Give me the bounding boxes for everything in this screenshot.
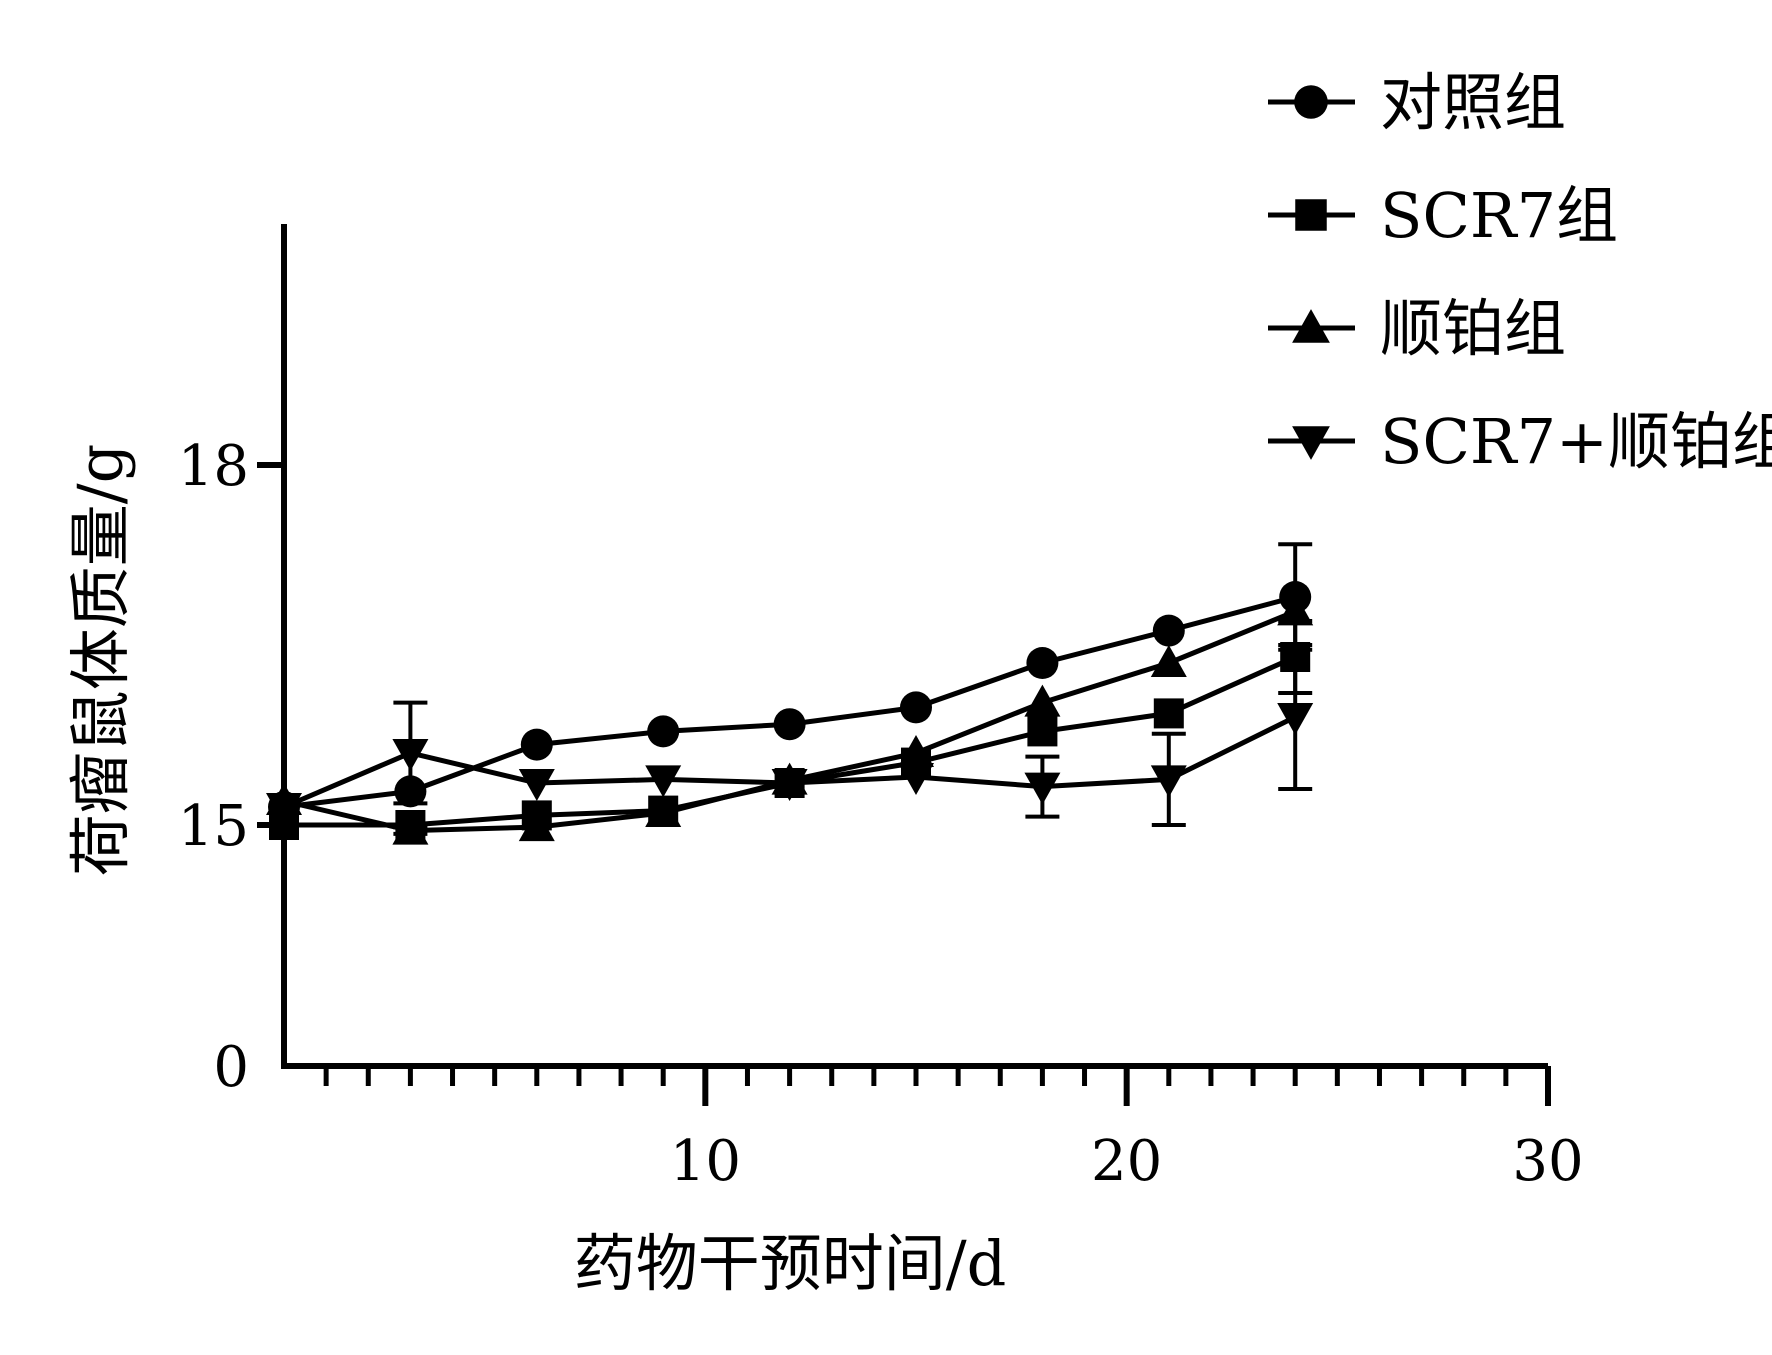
legend-marker [1292,309,1330,343]
y-tick-label: 0 [213,1035,249,1100]
axes: 10 20 30 0 15 18 [178,224,1584,1194]
x-tick-label: 30 [1512,1129,1583,1194]
legend-marker [1292,426,1330,460]
legend-label: SCR7组 [1380,179,1618,252]
y-tick-label: 15 [178,794,249,859]
legend-item: 对照组 [1268,66,1566,139]
legend-label: 顺铂组 [1380,292,1566,365]
legend-label: 对照组 [1380,66,1566,139]
legend-marker [1294,85,1328,119]
legend-marker [1295,199,1327,231]
data-point [645,765,682,798]
data-point [773,708,806,741]
data-point [1026,647,1059,679]
data-point [1150,645,1187,677]
data-point [1152,614,1185,647]
data-point [1277,703,1314,735]
data-point [518,809,555,842]
data-point [1027,716,1058,747]
x-tick-label: 10 [670,1129,741,1194]
legend-item: SCR7+顺铂组 [1268,405,1772,478]
data-point [392,739,429,771]
data-point [647,715,680,748]
data-point [266,793,302,825]
data-point [900,691,932,724]
data-point [1024,684,1061,717]
legend-item: SCR7组 [1268,179,1618,252]
series-4 [266,643,1314,827]
data-point [518,769,555,801]
data-point [392,812,429,845]
series-layer [266,542,1314,845]
data-point [771,769,808,801]
x-tick-label: 20 [1091,1129,1162,1194]
y-tick-label: 18 [178,434,249,499]
data-point [1277,593,1314,626]
data-point [898,735,934,767]
data-point [1150,765,1187,798]
y-axis-label: 荷瘤鼠体质量/g [64,444,137,877]
data-point [645,795,682,827]
data-point [1024,772,1061,805]
legend-item: 顺铂组 [1268,292,1566,365]
data-point [898,763,934,795]
legend-label: SCR7+顺铂组 [1380,405,1772,478]
data-point [1153,698,1184,729]
x-axis-label: 药物干预时间/d [574,1227,1007,1300]
data-point [520,728,553,761]
